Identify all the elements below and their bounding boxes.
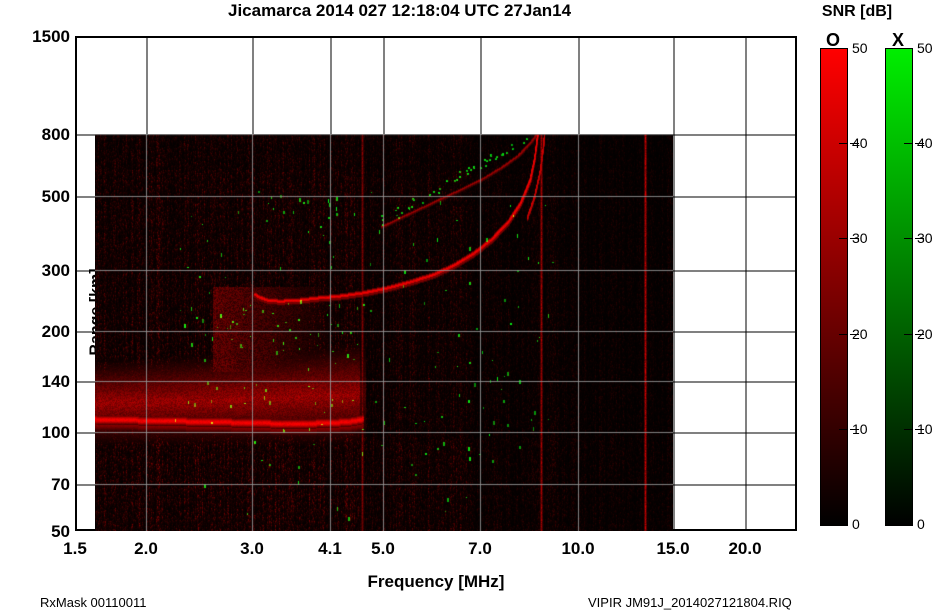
colorbar-x-gradient bbox=[885, 48, 913, 526]
colorbar-tick-label: 0 bbox=[917, 516, 925, 532]
colorbar-tick-mark bbox=[904, 428, 913, 430]
colorbar-tick-label: 0 bbox=[852, 516, 860, 532]
colorbar-tick-mark bbox=[839, 143, 848, 145]
colorbar-tick-label: 20 bbox=[852, 325, 868, 342]
colorbar-tick-label: 50 bbox=[917, 40, 932, 56]
y-tick-label: 1500 bbox=[32, 27, 70, 46]
y-tick-label: 200 bbox=[41, 322, 70, 341]
colorbar-tick-mark bbox=[850, 143, 859, 145]
ionogram-heatmap bbox=[95, 134, 673, 531]
y-tick-label: 800 bbox=[41, 125, 70, 144]
colorbar-title: SNR [dB] bbox=[821, 3, 893, 20]
colorbar-tick-mark bbox=[915, 333, 924, 335]
y-tick-label: 300 bbox=[41, 261, 70, 280]
colorbar-tick-mark bbox=[850, 238, 859, 240]
colorbar-tick-mark bbox=[904, 238, 913, 240]
x-tick-label: 20.0 bbox=[728, 539, 762, 558]
x-tick-label: 3.0 bbox=[240, 539, 264, 558]
colorbar-o-gradient bbox=[820, 48, 848, 526]
colorbar-tick-mark bbox=[839, 333, 848, 335]
x-tick-label: 4.1 bbox=[318, 539, 342, 558]
colorbar-tick-label: 10 bbox=[917, 420, 932, 437]
colorbar-tick-mark bbox=[839, 428, 848, 430]
colorbar-tick-label: 30 bbox=[917, 230, 932, 247]
y-tick-label: 50 bbox=[51, 522, 70, 541]
y-tick-label: 100 bbox=[41, 423, 70, 442]
colorbar-tick-label: 20 bbox=[917, 325, 932, 342]
colorbar-tick-label: 30 bbox=[852, 230, 868, 247]
colorbar-tick-mark bbox=[915, 238, 924, 240]
colorbar-tick-label: 10 bbox=[852, 420, 868, 437]
colorbar-x-header: X bbox=[891, 30, 905, 50]
x-tick-label: 5.0 bbox=[371, 539, 395, 558]
x-tick-label: 10.0 bbox=[561, 539, 595, 558]
x-tick-label: 2.0 bbox=[134, 539, 158, 558]
colorbar-tick-label: 40 bbox=[917, 135, 932, 152]
colorbar-tick-mark bbox=[850, 333, 859, 335]
colorbar-tick-label: 40 bbox=[852, 135, 868, 152]
x-axis-label: Frequency [MHz] bbox=[367, 572, 505, 591]
colorbar-tick-mark bbox=[850, 428, 859, 430]
y-axis-ticks: 1500 800 500 300 200 140 100 70 50 bbox=[0, 0, 70, 614]
colorbar-tick-mark bbox=[915, 428, 924, 430]
page-title: Jicamarca 2014 027 12:18:04 UTC 27Jan14 bbox=[228, 1, 572, 20]
x-tick-label: 15.0 bbox=[656, 539, 690, 558]
colorbar-tick-mark bbox=[904, 333, 913, 335]
footer-rxmask: RxMask 00110011 bbox=[40, 595, 147, 610]
colorbar-tick-mark bbox=[839, 238, 848, 240]
x-tick-label: 1.5 bbox=[63, 539, 87, 558]
footer-filename: VIPIR JM91J_2014027121804.RIQ bbox=[588, 595, 792, 610]
y-tick-label: 70 bbox=[51, 475, 70, 494]
colorbar-tick-label: 50 bbox=[852, 40, 868, 56]
colorbar-tick-mark bbox=[904, 143, 913, 145]
y-tick-label: 140 bbox=[41, 372, 70, 391]
x-tick-label: 7.0 bbox=[468, 539, 492, 558]
y-tick-label: 500 bbox=[41, 187, 70, 206]
colorbar-tick-mark bbox=[915, 143, 924, 145]
colorbar-o-header: O bbox=[825, 30, 841, 50]
